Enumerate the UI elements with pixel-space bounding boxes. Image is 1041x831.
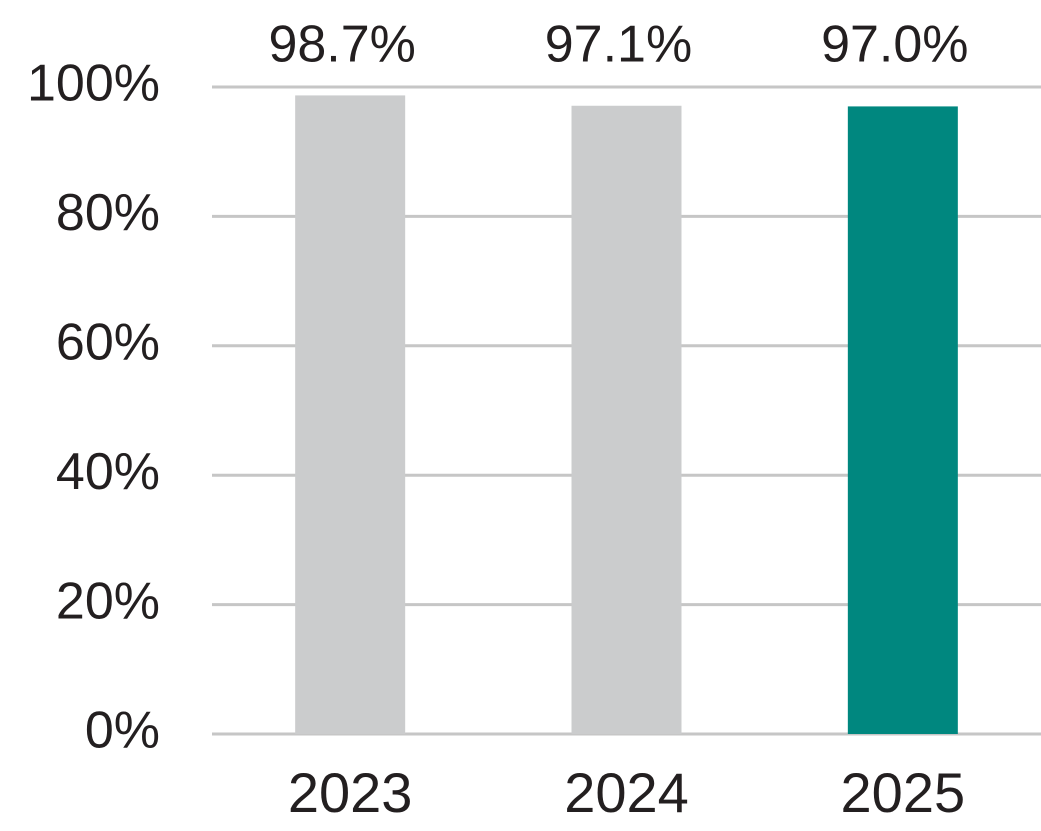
bar xyxy=(295,95,406,734)
x-tick-label: 2025 xyxy=(841,761,966,824)
bar xyxy=(571,105,682,734)
y-tick-label: 80% xyxy=(56,184,160,242)
bar xyxy=(847,106,958,734)
y-tick-label: 100% xyxy=(27,55,160,113)
value-label: 98.7% xyxy=(268,16,415,74)
x-tick-label: 2024 xyxy=(564,761,689,824)
value-label: 97.1% xyxy=(545,16,692,74)
value-label: 97.0% xyxy=(821,16,968,74)
y-tick-label: 20% xyxy=(56,572,160,630)
y-tick-label: 40% xyxy=(56,443,160,501)
y-tick-label: 0% xyxy=(85,702,160,760)
x-tick-label: 2023 xyxy=(288,761,413,824)
y-tick-label: 60% xyxy=(56,314,160,372)
